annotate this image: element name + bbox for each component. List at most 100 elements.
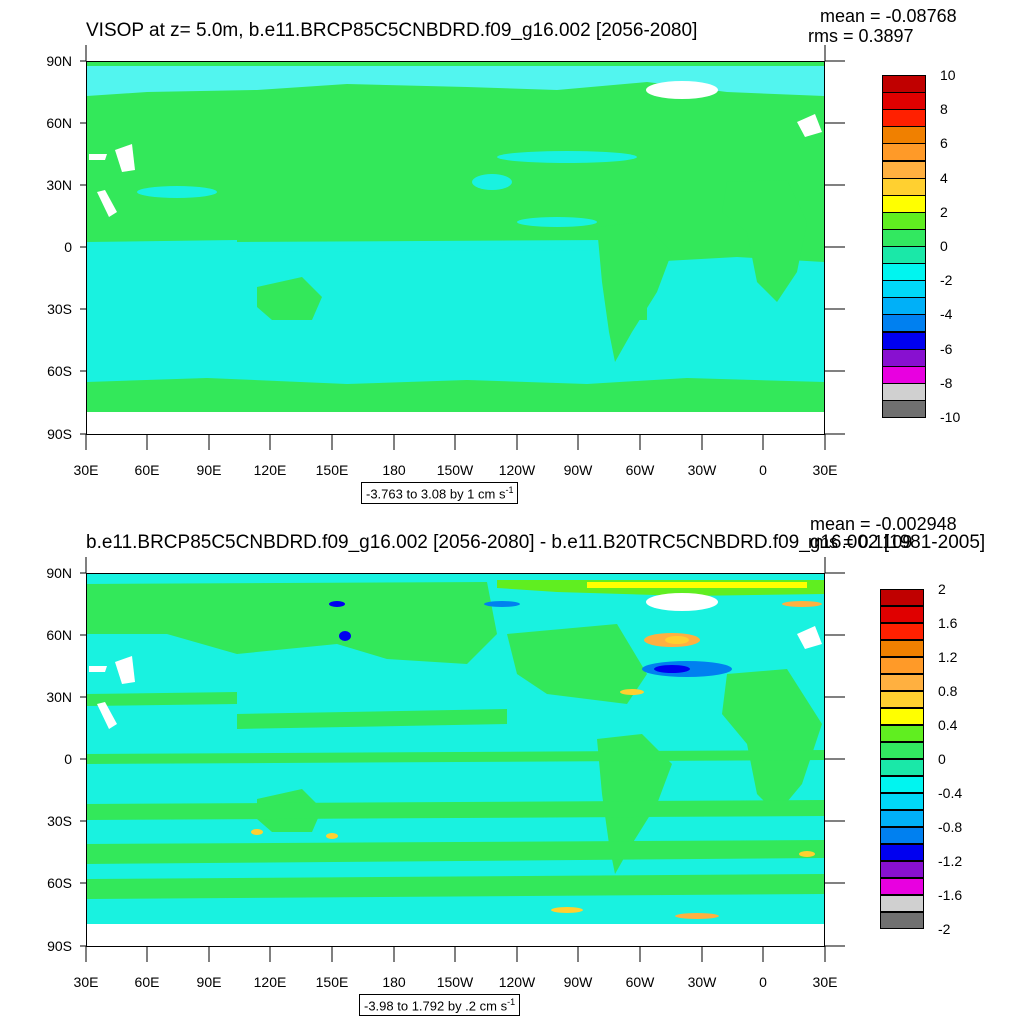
colorbar-label: -0.4: [938, 785, 963, 801]
colorbar-box: [882, 246, 926, 264]
colorbar-box: [882, 280, 926, 299]
lat-label: 60S: [47, 363, 72, 379]
lat-label: 0: [64, 239, 72, 255]
panel-top: VISOP at z= 5.0m, b.e11.BRCP85C5CNBDRD.f…: [46, 6, 960, 505]
colorbar-box: [880, 861, 924, 878]
rms-stat: rms = 0.1109: [808, 532, 913, 552]
colorbar-label: -8: [940, 374, 953, 391]
plot-title: b.e11.BRCP85C5CNBDRD.f09_g16.002 [2056-2…: [86, 532, 986, 553]
lon-label: 90E: [196, 974, 222, 990]
colorbar-box: [882, 263, 926, 282]
colorbar-label: 2: [940, 203, 948, 220]
lon-label: 120W: [498, 974, 536, 990]
lon-label: 30W: [687, 462, 717, 478]
colorbar-box: [880, 895, 924, 912]
lat-label: 90N: [46, 53, 72, 69]
colorbar-box: [882, 143, 926, 162]
colorbar-label: 0: [940, 238, 948, 254]
lat-label: 90N: [46, 565, 72, 581]
colorbar-box: [880, 878, 924, 895]
colorbar-box: [882, 194, 926, 213]
colorbar-label: 0.8: [938, 683, 958, 699]
colorbar-label: 0: [938, 751, 946, 767]
colorbar-label: 6: [940, 135, 948, 152]
colorbar-box: [882, 228, 926, 247]
lon-label: 30E: [73, 974, 99, 990]
lon-label: 30E: [73, 462, 99, 478]
plot-title: VISOP at z= 5.0m, b.e11.BRCP85C5CNBDRD.f…: [86, 20, 698, 41]
map-plot: [86, 61, 825, 435]
unit-exponent: -1: [505, 485, 514, 495]
colorbar-box: [882, 297, 926, 316]
lon-label: 0: [759, 974, 767, 990]
colorbar-box: [882, 109, 926, 128]
lat-label: 30N: [46, 689, 72, 705]
colorbar-box: [880, 810, 924, 827]
colorbar: 10 8 6 4 2 0 -2 -4 -6 -8 -10: [882, 67, 960, 425]
colorbar-label: 8: [940, 101, 948, 118]
colorbar-box: [882, 314, 926, 333]
lon-label: 120E: [253, 974, 287, 990]
lon-label: 30E: [812, 974, 838, 990]
colorbar-box: [880, 606, 924, 623]
mean-stat: mean = -0.002948: [810, 514, 957, 534]
lon-label: 60W: [625, 462, 655, 478]
colorbar-box: [882, 348, 926, 367]
lon-label: 60E: [134, 974, 160, 990]
colorbar-box: [882, 177, 926, 196]
contour-info-text: -3.763 to 3.08 by 1 cm s: [366, 486, 506, 502]
colorbar-box: [880, 827, 924, 844]
colorbar-box: [880, 776, 924, 793]
lon-label: 60E: [134, 462, 160, 478]
colorbar-box: [882, 92, 926, 111]
colorbar-box: [880, 623, 924, 640]
lat-label: 30N: [46, 177, 72, 193]
lat-label: 90S: [47, 426, 72, 442]
lat-label: 30S: [47, 301, 72, 317]
lon-label: 30E: [812, 462, 838, 478]
colorbar-box: [880, 674, 924, 691]
colorbar-box: [880, 725, 924, 742]
colorbar-label: 10: [940, 67, 956, 83]
colorbar-label: 1.6: [938, 615, 958, 631]
lat-label: 60N: [46, 627, 72, 643]
map-plot: [86, 573, 825, 947]
colorbar-box: [880, 793, 924, 810]
lat-label: 30S: [47, 813, 72, 829]
colorbar-box: [880, 844, 924, 861]
colorbar-label: 4: [940, 169, 948, 186]
colorbar-box: [880, 742, 924, 759]
lon-label: 150E: [315, 974, 349, 990]
colorbar-label: -2: [938, 921, 951, 937]
colorbar-label: -4: [940, 306, 953, 323]
colorbar-label: 1.2: [938, 649, 958, 665]
colorbar-box: [882, 160, 926, 179]
colorbar-box: [880, 912, 924, 929]
rms-stat: rms = 0.3897: [808, 26, 914, 46]
colorbar-label: -1.2: [938, 853, 963, 869]
colorbar-box: [880, 759, 924, 776]
mean-stat: mean = -0.08768: [820, 6, 957, 26]
colorbar-box: [882, 365, 926, 384]
colorbar-box: [880, 657, 924, 674]
contour-info-box: -3.763 to 3.08 by 1 cm s-1: [361, 482, 519, 505]
lon-label: 150E: [315, 462, 349, 478]
lon-label: 180: [382, 974, 406, 990]
colorbar-box: [882, 331, 926, 350]
colorbar: 2 1.6 1.2 0.8 0.4 0 -0.4 -0.8 -1.2 -1.6 -2: [880, 581, 962, 937]
colorbar-label: -1.6: [938, 887, 963, 903]
lat-label: 60S: [47, 875, 72, 891]
lon-label: 0: [759, 462, 767, 478]
lat-label: 0: [64, 751, 72, 767]
lon-label: 90W: [563, 974, 593, 990]
colorbar-box: [882, 211, 926, 230]
lon-label: 180: [382, 462, 406, 478]
lon-label: 150W: [436, 462, 474, 478]
lon-label: 90E: [196, 462, 222, 478]
lat-label: 90S: [47, 938, 72, 954]
colorbar-box: [882, 382, 926, 401]
colorbar-label: -6: [940, 340, 953, 357]
contour-info-box: -3.98 to 1.792 by .2 cm s-1: [359, 994, 521, 1017]
colorbar-box: [882, 75, 926, 93]
colorbar-label: -2: [940, 272, 953, 289]
